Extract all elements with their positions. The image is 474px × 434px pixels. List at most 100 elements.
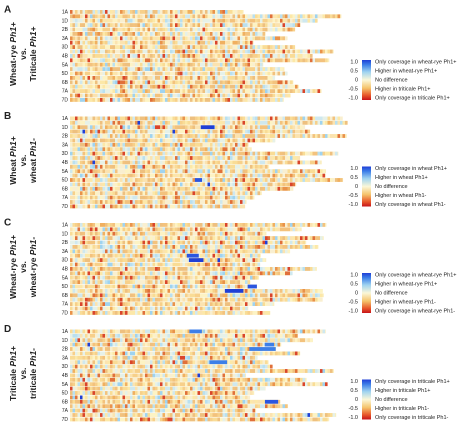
heatmap-cell bbox=[155, 267, 158, 271]
heatmap-cell bbox=[135, 258, 138, 262]
heatmap-cell bbox=[82, 36, 86, 41]
heatmap-cell bbox=[257, 67, 261, 71]
heatmap-cell bbox=[127, 49, 131, 54]
heatmap-cell bbox=[307, 169, 311, 174]
heatmap-cell bbox=[265, 227, 268, 232]
heatmap-cell bbox=[140, 164, 143, 169]
heatmap-cell bbox=[282, 45, 286, 49]
heatmap-cell bbox=[97, 49, 101, 54]
heatmap-cell bbox=[140, 258, 143, 262]
heatmap-cell bbox=[107, 116, 111, 121]
heatmap-cell bbox=[100, 262, 103, 267]
heatmap-cell bbox=[257, 138, 261, 143]
heatmap-cell bbox=[115, 129, 118, 134]
heatmap-cell bbox=[182, 71, 186, 76]
heatmap-cell bbox=[82, 138, 86, 143]
heatmap-cell bbox=[152, 151, 156, 156]
heatmap-cell bbox=[225, 36, 228, 41]
heatmap-cell bbox=[265, 125, 268, 130]
heatmap-cell bbox=[285, 223, 288, 227]
heatmap-cell bbox=[322, 173, 326, 178]
heatmap-cell bbox=[232, 40, 236, 45]
heatmap-cell bbox=[225, 160, 228, 165]
heatmap-cell bbox=[275, 173, 278, 178]
heatmap-cell bbox=[177, 245, 181, 249]
heatmap-cell bbox=[195, 186, 198, 191]
heatmap-cell bbox=[130, 262, 133, 267]
heatmap-cell bbox=[202, 169, 206, 174]
heatmap-cell bbox=[232, 18, 236, 23]
heatmap-cell bbox=[127, 262, 131, 267]
heatmap-cell bbox=[92, 164, 96, 169]
heatmap-cell bbox=[247, 195, 251, 200]
heatmap-cell bbox=[125, 45, 128, 49]
heatmap-cell bbox=[317, 178, 321, 182]
heatmap-cell bbox=[82, 204, 86, 209]
heatmap-cell bbox=[215, 138, 218, 143]
heatmap-cell bbox=[110, 129, 113, 134]
heatmap-cell bbox=[125, 178, 128, 182]
heatmap-cell bbox=[182, 227, 186, 232]
heatmap-cell bbox=[250, 253, 253, 258]
heatmap-cell bbox=[177, 200, 181, 204]
heatmap-cell bbox=[117, 76, 121, 80]
heatmap-cell bbox=[120, 182, 123, 187]
heatmap-cell bbox=[182, 120, 186, 125]
color-bar bbox=[362, 166, 371, 207]
heatmap-cell bbox=[75, 138, 78, 143]
heatmap-cell bbox=[222, 204, 226, 209]
heatmap-cell bbox=[207, 160, 211, 165]
heatmap-cell bbox=[85, 14, 88, 19]
heatmap-cell bbox=[245, 129, 248, 134]
heatmap-cell bbox=[190, 182, 193, 187]
heatmap-cell bbox=[240, 134, 243, 138]
heatmap-cell bbox=[192, 116, 196, 121]
heatmap-cell bbox=[232, 116, 236, 121]
heatmap-cell bbox=[157, 271, 161, 276]
heatmap-cell bbox=[185, 191, 188, 196]
heatmap-cell bbox=[162, 223, 166, 227]
heatmap-cell bbox=[217, 129, 221, 134]
heatmap-cell bbox=[250, 249, 253, 254]
heatmap-cell bbox=[155, 236, 158, 240]
heatmap-cell bbox=[210, 23, 213, 27]
heatmap-cell bbox=[170, 98, 173, 102]
heatmap-cell bbox=[212, 49, 216, 54]
heatmap-cell bbox=[70, 67, 73, 71]
heatmap-cell bbox=[182, 45, 186, 49]
heatmap-cell bbox=[217, 223, 221, 227]
heatmap-cell bbox=[185, 253, 188, 258]
legend-label: Only coverage in wheat Ph1+ bbox=[375, 166, 447, 172]
heatmap-cell bbox=[160, 129, 163, 134]
heatmap-cell bbox=[215, 40, 218, 45]
heatmap-cell bbox=[255, 14, 258, 19]
heatmap-cell bbox=[232, 178, 236, 182]
heatmap-cell bbox=[125, 249, 128, 254]
heatmap-cell bbox=[82, 40, 86, 45]
heatmap-cell bbox=[107, 164, 111, 169]
heatmap-cell bbox=[170, 271, 173, 276]
heatmap-cell bbox=[132, 62, 136, 67]
legend-tick-label: 0.5 bbox=[350, 68, 358, 74]
heatmap-cell bbox=[155, 71, 158, 76]
heatmap-cell bbox=[85, 178, 88, 182]
heatmap-cell bbox=[287, 236, 291, 240]
heatmap-cell bbox=[152, 156, 156, 160]
heatmap-cell bbox=[187, 49, 191, 54]
heatmap-cell bbox=[147, 240, 151, 245]
heatmap-cell bbox=[182, 200, 186, 204]
heatmap-cell bbox=[95, 156, 98, 160]
heatmap-cell bbox=[177, 49, 181, 54]
heatmap-cell bbox=[237, 182, 241, 187]
heatmap-cell bbox=[237, 169, 241, 174]
heatmap-cell bbox=[167, 84, 171, 89]
heatmap-cell bbox=[295, 160, 298, 165]
heatmap-cell bbox=[262, 54, 266, 58]
heatmap-cell bbox=[92, 134, 96, 138]
heatmap-cell bbox=[260, 80, 263, 85]
heatmap-cell bbox=[275, 227, 278, 232]
heatmap-cell bbox=[285, 45, 288, 49]
heatmap-cell bbox=[145, 80, 148, 85]
y-axis-title: Wheat-rye Ph1+vs. wheat-rye Ph1- bbox=[8, 235, 38, 299]
heatmap-cell bbox=[180, 253, 183, 258]
